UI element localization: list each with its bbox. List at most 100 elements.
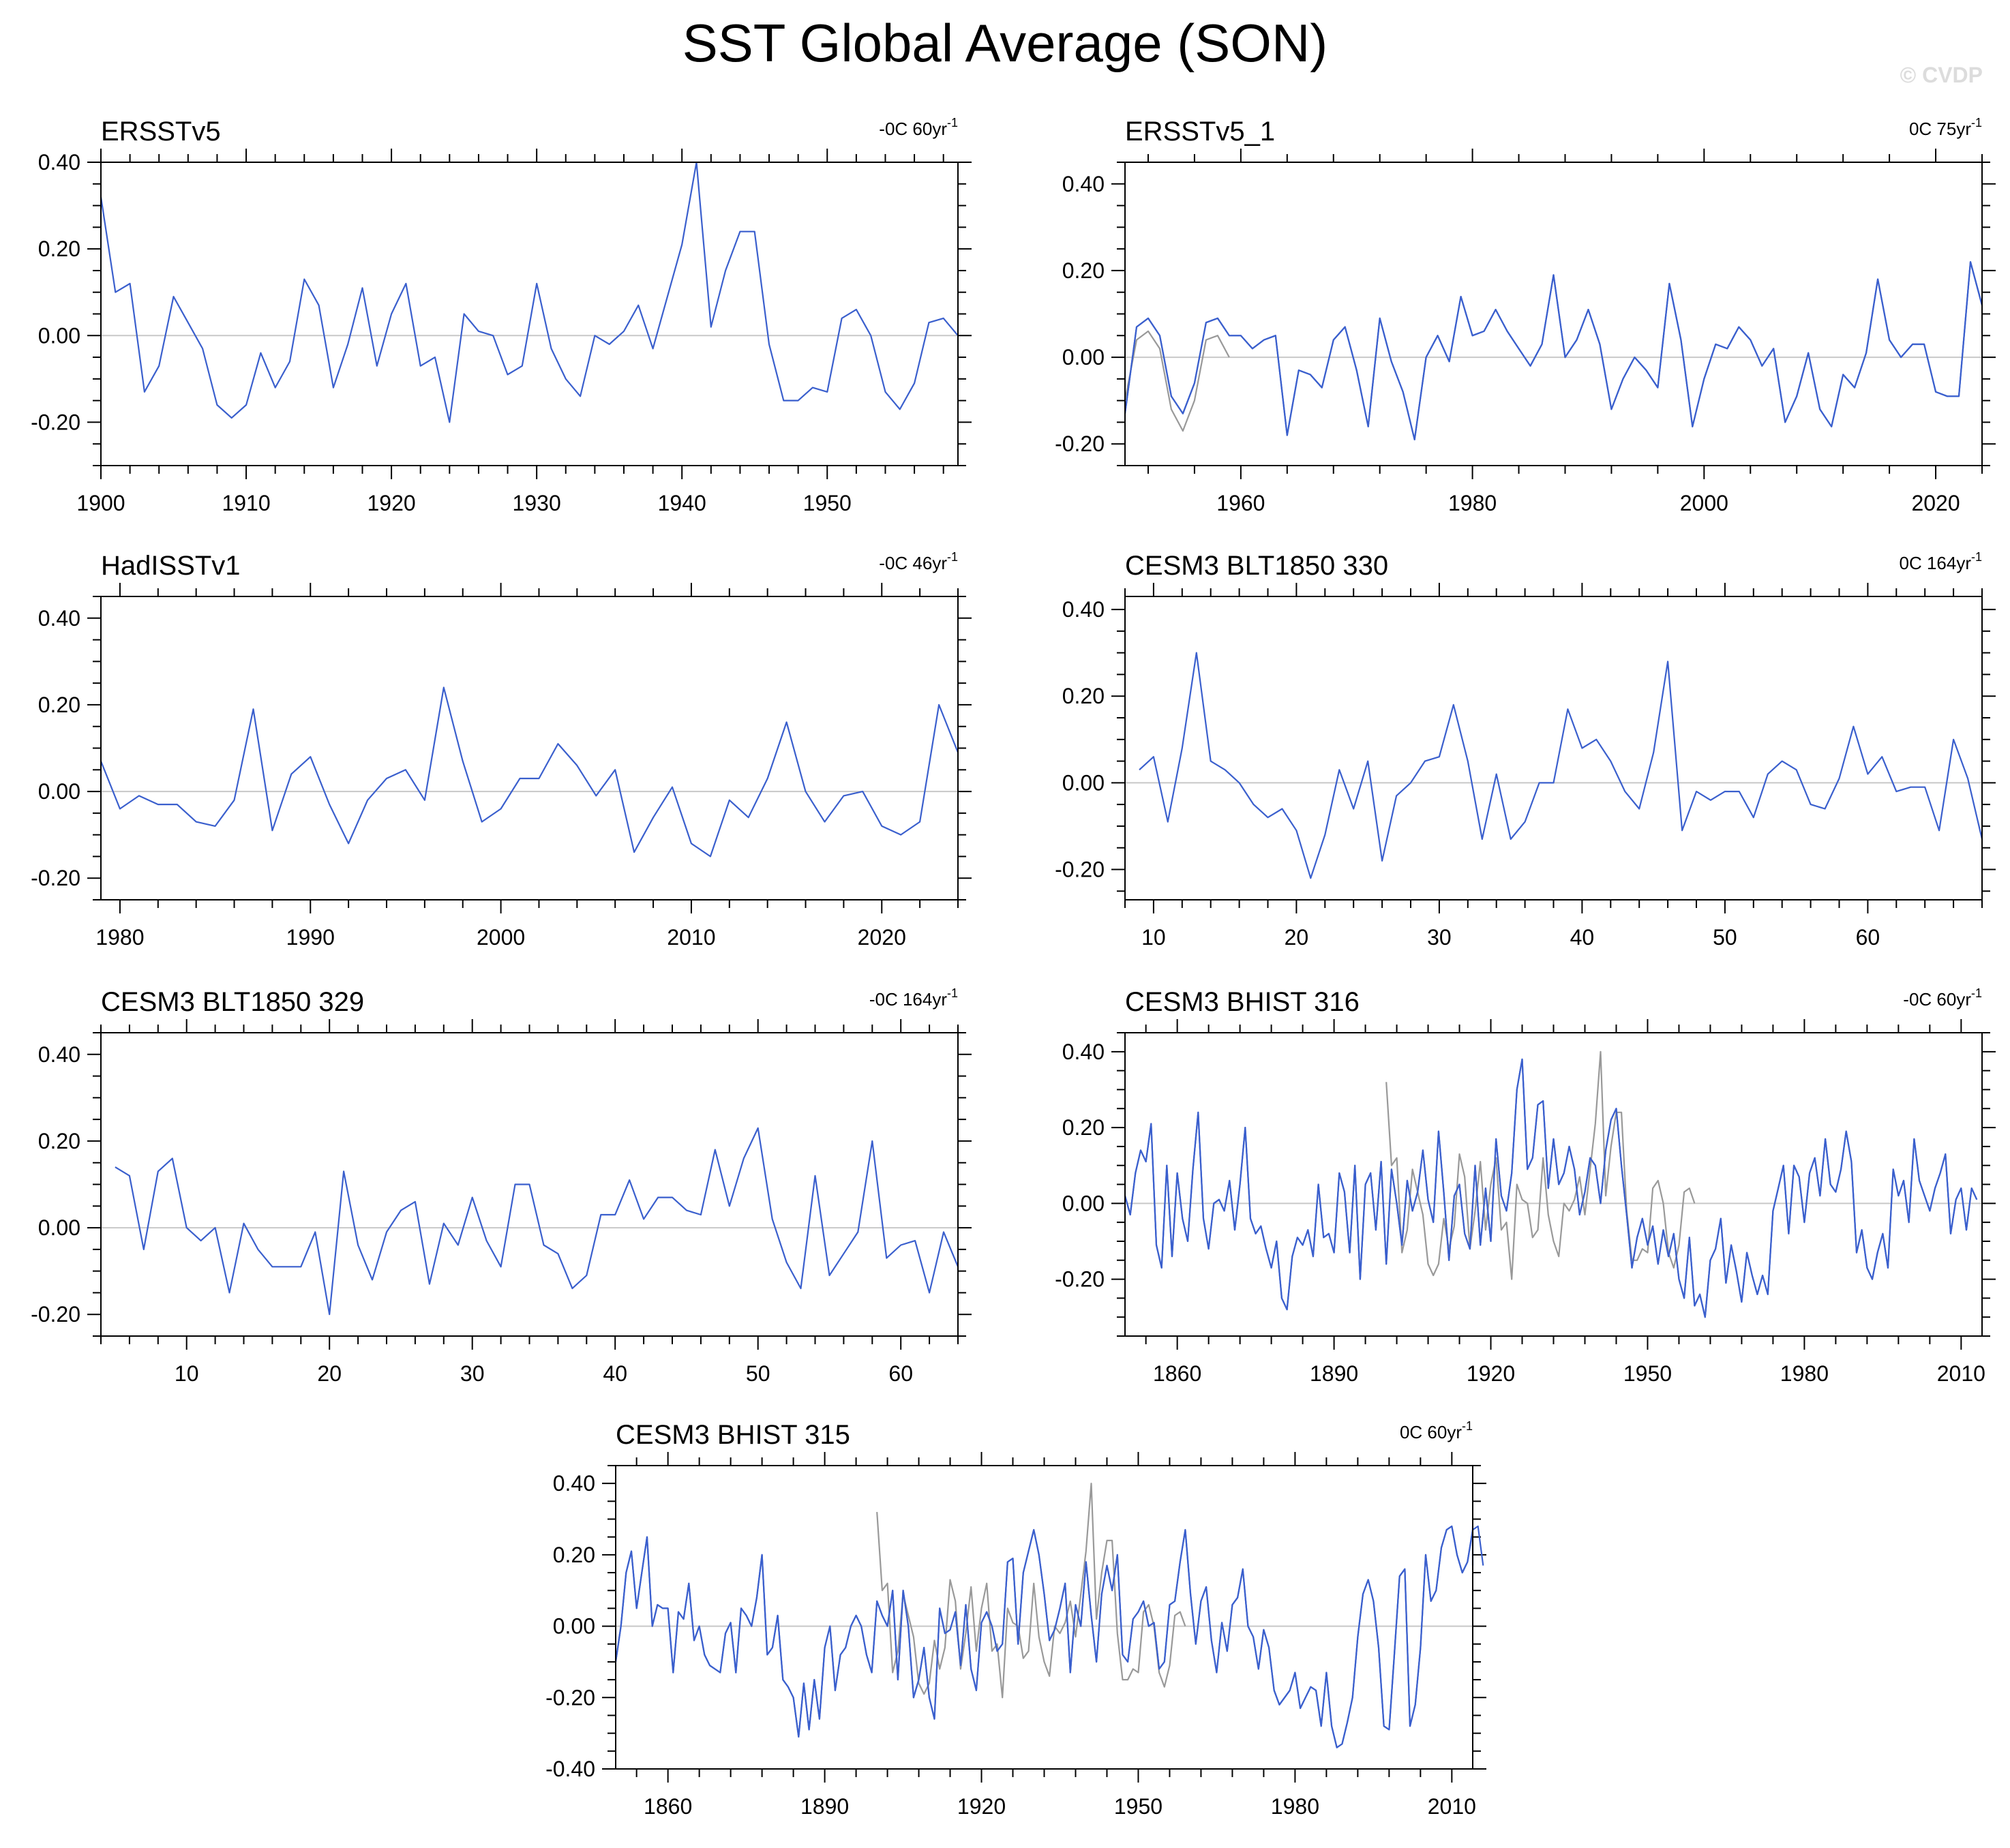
y-tick-label: 0.20 — [1062, 684, 1105, 708]
x-tick-label: 1930 — [513, 491, 561, 515]
chart-panel-2: 1960 1980 2000 2020 -0.20 0.00 0.20 0.40 ERSSTv5… — [1055, 116, 1996, 515]
chart-panel-1: 1900 1910 1920 1930 1940 1950 -0.20 0.00 0.20 0.4… — [31, 116, 972, 515]
x-tick-label: 10 — [1141, 925, 1166, 950]
y-tick-label: 0.20 — [553, 1543, 595, 1567]
x-tick-label: 50 — [746, 1361, 770, 1386]
panel-trend: -0C 164yr-1 — [869, 986, 958, 1010]
x-tick-label: 1940 — [658, 491, 706, 515]
plot-frame — [100, 1032, 959, 1337]
panel-trend: -0C 60yr-1 — [879, 116, 958, 139]
plot-frame — [1124, 162, 1983, 466]
y-tick-label: 0.40 — [1062, 172, 1105, 196]
x-tick-label: 1980 — [95, 925, 144, 950]
x-tick-label: 1920 — [368, 491, 416, 515]
x-tick-label: 1980 — [1448, 491, 1497, 515]
panel-title: CESM3 BLT1850 329 — [101, 987, 364, 1017]
y-tick-label: 0.20 — [1062, 1115, 1105, 1140]
x-tick-label: 1920 — [1467, 1361, 1515, 1386]
x-tick-label: 10 — [175, 1361, 199, 1386]
x-tick-label: 2000 — [1680, 491, 1728, 515]
x-tick-label: 60 — [888, 1361, 913, 1386]
x-tick-label: 20 — [1285, 925, 1309, 950]
page-title: SST Global Average (SON) — [682, 13, 1328, 73]
panel-title: ERSSTv5 — [101, 117, 221, 147]
y-tick-label: 0.40 — [38, 150, 80, 175]
series-line-overlay — [1124, 261, 1983, 441]
x-tick-label: 1960 — [1216, 491, 1265, 515]
series-line — [115, 1127, 959, 1316]
chart-panel-6: 1860 1890 1920 1950 1980 2010 -0.20 0.00 0.20 0.4… — [1055, 986, 1996, 1386]
y-tick-label: 0.40 — [553, 1471, 595, 1496]
y-tick-label: -0.20 — [31, 1302, 80, 1327]
x-tick-label: 1980 — [1780, 1361, 1829, 1386]
plot-frame — [100, 162, 959, 466]
y-tick-label: 0.20 — [38, 237, 80, 261]
y-tick-label: -0.20 — [545, 1685, 595, 1710]
y-tick-label: 0.40 — [1062, 597, 1105, 622]
series-line — [100, 686, 959, 858]
x-tick-label: 1890 — [800, 1794, 849, 1819]
y-tick-label: -0.20 — [1055, 1267, 1105, 1292]
x-tick-label: 1890 — [1310, 1361, 1358, 1386]
y-tick-label: -0.40 — [545, 1757, 595, 1781]
panel-trend: -0C 60yr-1 — [1903, 986, 1982, 1010]
x-tick-label: 1910 — [222, 491, 270, 515]
y-tick-label: -0.20 — [1055, 858, 1105, 882]
x-tick-label: 40 — [1570, 925, 1595, 950]
y-tick-label: 0.20 — [38, 693, 80, 717]
series-line — [1124, 1058, 1978, 1318]
y-tick-label: 0.00 — [553, 1614, 595, 1639]
series-line — [1139, 652, 1983, 879]
panel-trend: 0C 164yr-1 — [1899, 550, 1982, 573]
observed-series-line — [1124, 330, 1230, 432]
y-tick-label: -0.20 — [31, 410, 80, 434]
panel-trend: 0C 60yr-1 — [1400, 1419, 1473, 1442]
x-tick-label: 30 — [1427, 925, 1452, 950]
y-tick-label: 0.00 — [38, 779, 80, 804]
plot-frame — [615, 1465, 1473, 1770]
x-tick-label: 2010 — [1937, 1361, 1985, 1386]
y-tick-label: 0.40 — [38, 606, 80, 631]
x-tick-label: 40 — [603, 1361, 627, 1386]
y-tick-label: -0.20 — [1055, 431, 1105, 456]
x-tick-label: 50 — [1713, 925, 1737, 950]
y-tick-label: 0.00 — [38, 1215, 80, 1240]
x-tick-label: 30 — [460, 1361, 485, 1386]
x-tick-label: 1980 — [1271, 1794, 1319, 1819]
x-tick-label: 1950 — [1623, 1361, 1672, 1386]
plot-frame — [100, 596, 959, 900]
y-tick-label: 0.20 — [1062, 258, 1105, 283]
x-tick-label: 1900 — [76, 491, 125, 515]
x-tick-label: 2000 — [477, 925, 525, 950]
observed-series-line — [1385, 1050, 1696, 1280]
panel-trend: 0C 75yr-1 — [1909, 116, 1982, 139]
series-line-overlay — [614, 1525, 1484, 1748]
x-tick-label: 2020 — [1911, 491, 1960, 515]
series-line — [614, 1525, 1474, 1748]
observed-series-line — [876, 1483, 1186, 1699]
y-tick-label: 0.00 — [1062, 1191, 1105, 1215]
panel-title: CESM3 BLT1850 330 — [1125, 551, 1388, 581]
panel-title: CESM3 BHIST 315 — [616, 1420, 850, 1450]
panel-title: CESM3 BHIST 316 — [1125, 987, 1360, 1017]
x-tick-label: 2010 — [667, 925, 715, 950]
chart-panel-5: 10 20 30 40 50 60 -0.20 0.00 0.20 0.40 CESM3 BLT18… — [31, 986, 972, 1386]
x-tick-label: 2020 — [858, 925, 906, 950]
y-tick-label: 0.00 — [38, 323, 80, 348]
x-tick-label: 2010 — [1428, 1794, 1476, 1819]
chart-panel-4: 10 20 30 40 50 60 -0.20 0.00 0.20 0.40 CESM3 BLT18… — [1055, 550, 1996, 950]
x-tick-label: 1860 — [1153, 1361, 1201, 1386]
y-tick-label: 0.00 — [1062, 770, 1105, 795]
x-tick-label: 1950 — [803, 491, 852, 515]
x-tick-label: 1920 — [957, 1794, 1006, 1819]
series-line — [1124, 261, 1983, 441]
y-tick-label: -0.20 — [31, 866, 80, 890]
x-tick-label: 1860 — [644, 1794, 692, 1819]
plot-frame — [1124, 596, 1983, 900]
series-line-overlay — [1124, 1058, 1978, 1318]
chart-panel-3: 1980 1990 2000 2010 2020 -0.20 0.00 0.20 0.40 Had… — [31, 550, 972, 950]
panel-title: HadISSTv1 — [101, 551, 241, 581]
x-tick-label: 1990 — [286, 925, 335, 950]
x-tick-label: 60 — [1856, 925, 1880, 950]
